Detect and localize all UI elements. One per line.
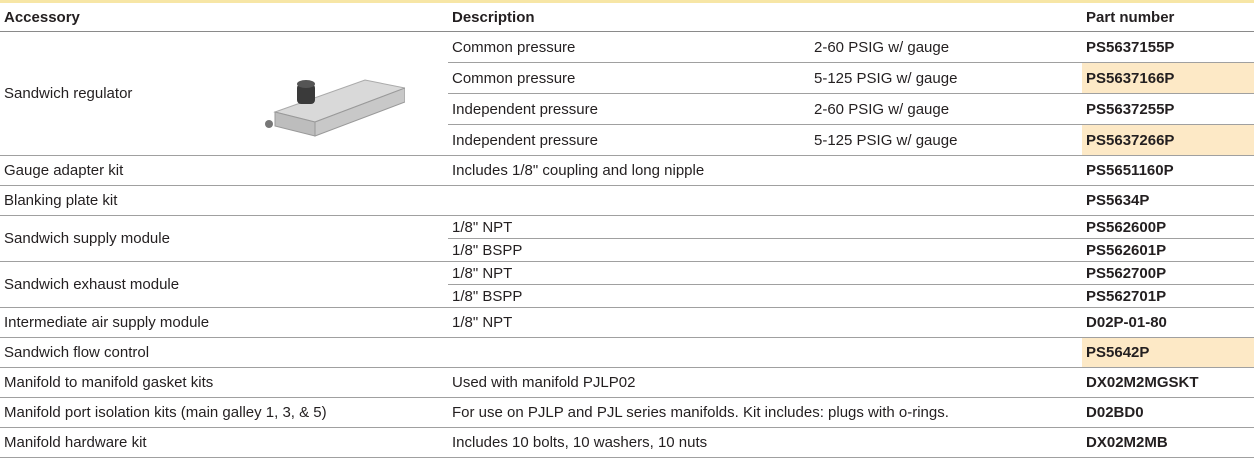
accessory-table: Accessory Description Part number Sandwi… xyxy=(0,3,1254,458)
description-cell xyxy=(448,186,1082,216)
detail-cell: 5-125 PSIG w/ gauge xyxy=(810,125,1082,156)
part-number-cell: DX02M2MGSKT xyxy=(1082,368,1254,398)
page: Accessory Description Part number Sandwi… xyxy=(0,0,1254,468)
part-number-cell: PS5637166P xyxy=(1082,63,1254,94)
part-number-cell: D02BD0 xyxy=(1082,398,1254,428)
accessory-cell: Sandwich supply module xyxy=(0,216,448,262)
description-cell: Includes 1/8" coupling and long nipple xyxy=(448,156,1082,186)
part-number-cell: PS562701P xyxy=(1082,285,1254,308)
description-cell: Used with manifold PJLP02 xyxy=(448,368,1082,398)
description-cell: Common pressure xyxy=(448,63,810,94)
description-cell: Common pressure xyxy=(448,32,810,63)
description-cell: For use on PJLP and PJL series manifolds… xyxy=(448,398,1082,428)
description-cell: Independent pressure xyxy=(448,94,810,125)
accessory-cell: Sandwich flow control xyxy=(0,338,448,368)
accessory-cell: Sandwich exhaust module xyxy=(0,262,448,308)
part-number-cell: PS5651160P xyxy=(1082,156,1254,186)
description-cell: 1/8" NPT xyxy=(448,262,1082,285)
detail-cell: 2-60 PSIG w/ gauge xyxy=(810,32,1082,63)
table-row: Manifold port isolation kits (main galle… xyxy=(0,398,1254,428)
accessory-cell: Blanking plate kit xyxy=(0,186,448,216)
table-row: Blanking plate kit PS5634P xyxy=(0,186,1254,216)
detail-cell: 2-60 PSIG w/ gauge xyxy=(810,94,1082,125)
accessory-cell: Intermediate air supply module xyxy=(0,308,448,338)
accessory-cell: Manifold port isolation kits (main galle… xyxy=(0,398,448,428)
part-number-cell: PS5637255P xyxy=(1082,94,1254,125)
accessory-cell: Manifold to manifold gasket kits xyxy=(0,368,448,398)
description-cell: 1/8" NPT xyxy=(448,308,1082,338)
detail-cell: 5-125 PSIG w/ gauge xyxy=(810,63,1082,94)
table-row: Sandwich flow control PS5642P xyxy=(0,338,1254,368)
part-number-cell: PS562700P xyxy=(1082,262,1254,285)
part-number-cell: D02P-01-80 xyxy=(1082,308,1254,338)
header-cell: Description xyxy=(448,3,1082,32)
description-cell: Independent pressure xyxy=(448,125,810,156)
accessory-cell: Manifold hardware kit xyxy=(0,428,448,458)
part-number-cell: PS5642P xyxy=(1082,338,1254,368)
description-cell: 1/8" BSPP xyxy=(448,285,1082,308)
regulator-image xyxy=(255,60,405,140)
part-number-cell: PS5637155P xyxy=(1082,32,1254,63)
header-cell: Accessory xyxy=(0,3,448,32)
part-number-cell: PS562601P xyxy=(1082,239,1254,262)
description-cell xyxy=(448,338,1082,368)
description-cell: Includes 10 bolts, 10 washers, 10 nuts xyxy=(448,428,1082,458)
description-cell: 1/8" NPT xyxy=(448,216,1082,239)
header-cell: Part number xyxy=(1082,3,1254,32)
description-cell: 1/8" BSPP xyxy=(448,239,1082,262)
part-number-cell: PS5637266P xyxy=(1082,125,1254,156)
accessory-cell: Gauge adapter kit xyxy=(0,156,448,186)
header-row: Accessory Description Part number xyxy=(0,3,1254,32)
part-number-cell: PS5634P xyxy=(1082,186,1254,216)
part-number-cell: PS562600P xyxy=(1082,216,1254,239)
part-number-cell: DX02M2MB xyxy=(1082,428,1254,458)
